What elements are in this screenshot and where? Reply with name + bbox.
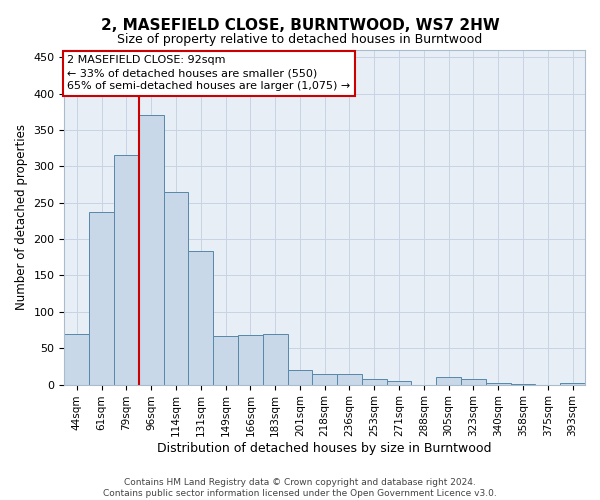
- Bar: [337, 374, 362, 384]
- Bar: [164, 192, 188, 384]
- Text: 2 MASEFIELD CLOSE: 92sqm
← 33% of detached houses are smaller (550)
65% of semi-: 2 MASEFIELD CLOSE: 92sqm ← 33% of detach…: [67, 55, 350, 92]
- Bar: [287, 370, 313, 384]
- Bar: [560, 383, 585, 384]
- Text: Size of property relative to detached houses in Burntwood: Size of property relative to detached ho…: [118, 32, 482, 46]
- Bar: [139, 116, 164, 384]
- Bar: [188, 252, 213, 384]
- Bar: [386, 381, 412, 384]
- Bar: [313, 374, 337, 384]
- Bar: [64, 334, 89, 384]
- Y-axis label: Number of detached properties: Number of detached properties: [15, 124, 28, 310]
- Bar: [362, 379, 386, 384]
- X-axis label: Distribution of detached houses by size in Burntwood: Distribution of detached houses by size …: [157, 442, 492, 455]
- Bar: [263, 334, 287, 384]
- Bar: [238, 335, 263, 384]
- Bar: [436, 378, 461, 384]
- Bar: [114, 156, 139, 384]
- Bar: [461, 379, 486, 384]
- Text: 2, MASEFIELD CLOSE, BURNTWOOD, WS7 2HW: 2, MASEFIELD CLOSE, BURNTWOOD, WS7 2HW: [101, 18, 499, 32]
- Text: Contains HM Land Registry data © Crown copyright and database right 2024.
Contai: Contains HM Land Registry data © Crown c…: [103, 478, 497, 498]
- Bar: [89, 212, 114, 384]
- Bar: [486, 383, 511, 384]
- Bar: [213, 336, 238, 384]
